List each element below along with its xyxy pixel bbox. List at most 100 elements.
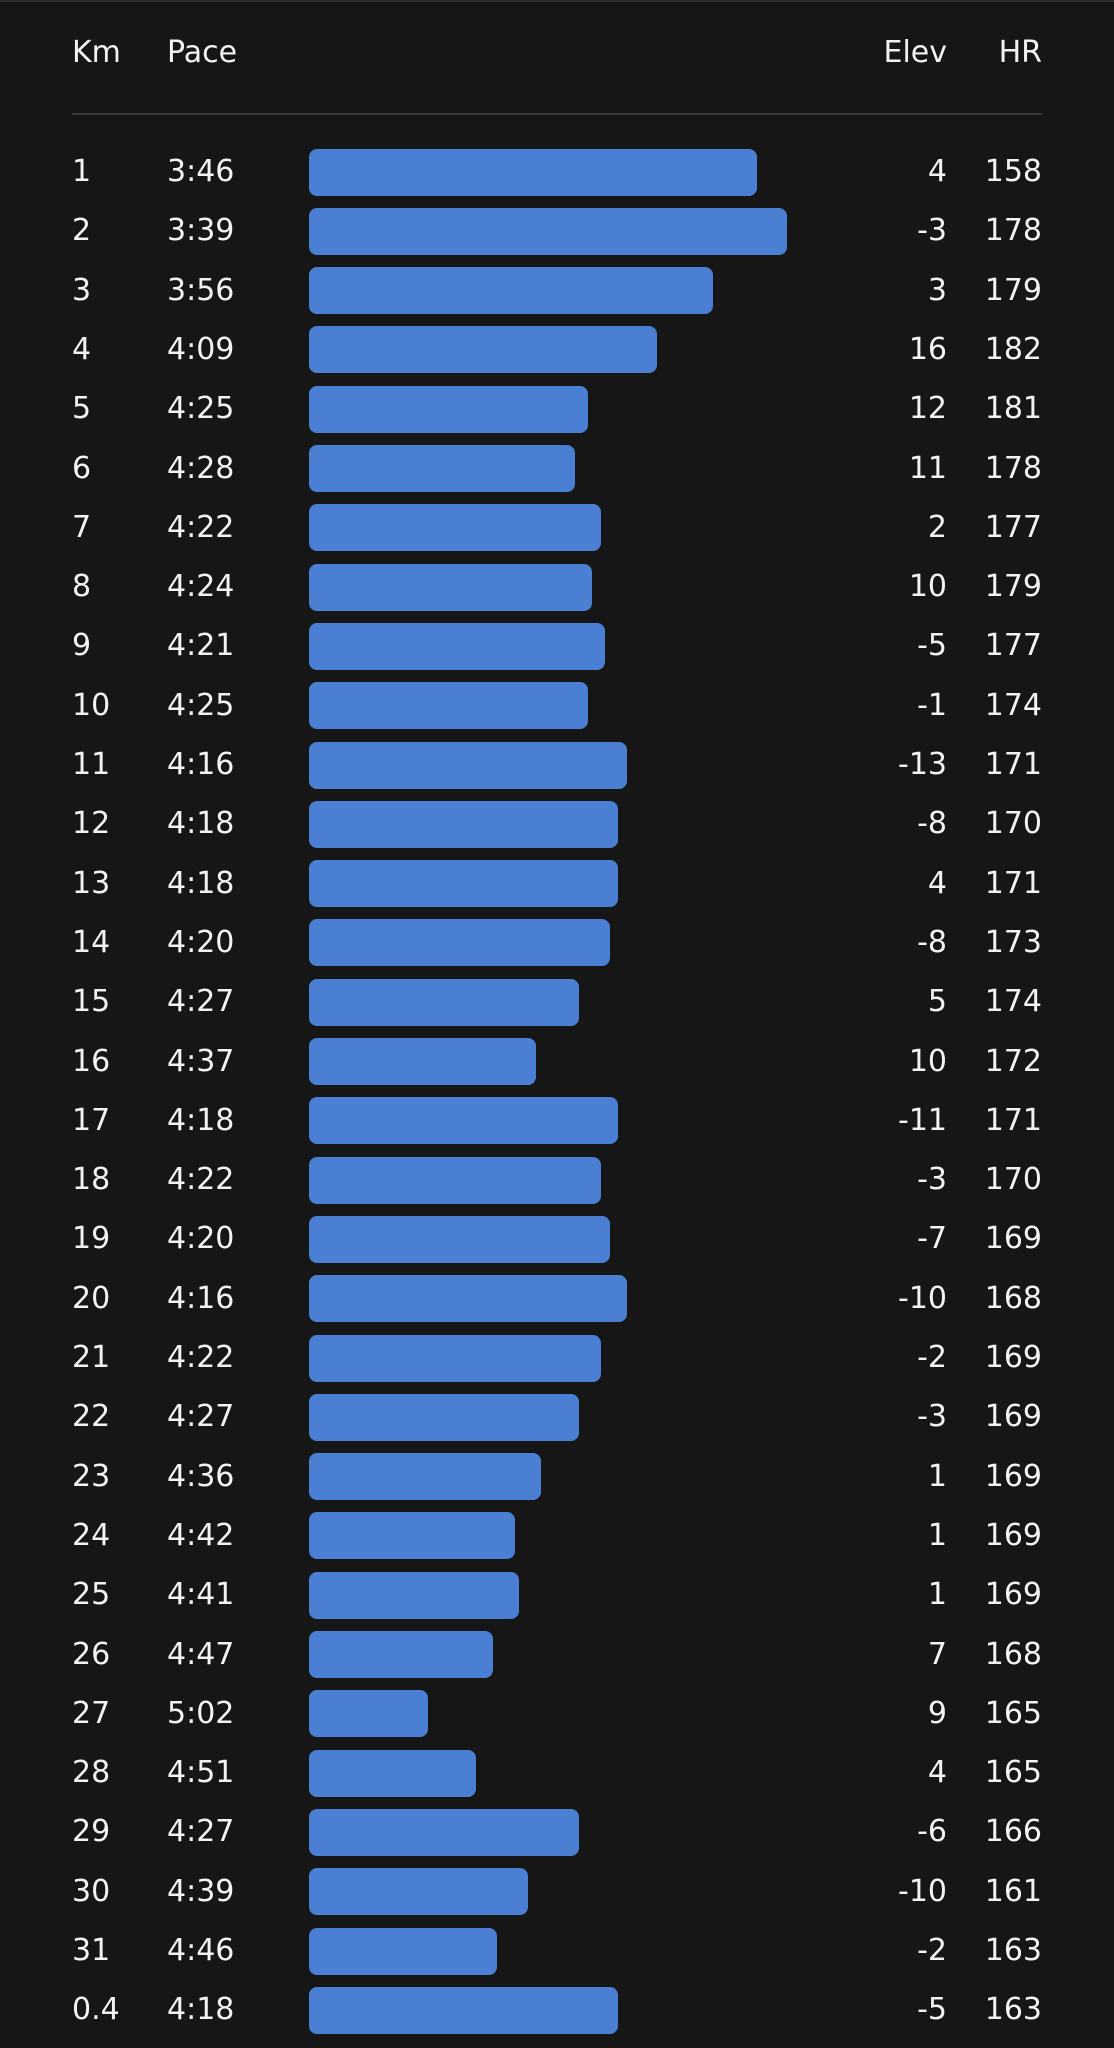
header-km: Km [72,35,121,70]
heart-rate: 158 [984,154,1042,189]
km: 26 [72,1636,111,1672]
pace-bar [309,978,580,1026]
pace: 4:18 [167,806,235,842]
pace: 4:22 [167,1162,235,1198]
pace-bar [309,1571,519,1619]
heart-rate: 169 [984,1221,1042,1257]
km: 19 [72,1221,111,1257]
pace-bar [309,682,589,730]
heart-rate: 178 [984,450,1042,486]
pace: 4:16 [167,747,235,782]
pace: 4:27 [167,1814,235,1850]
pace-bar [309,1690,429,1738]
pace: 4:42 [167,1517,235,1553]
pace-bar [309,919,610,967]
pace-bar [309,1868,528,1916]
km: 30 [72,1873,111,1909]
pace: 4:41 [167,1577,235,1613]
header-pace: Pace [167,35,238,70]
pace-bar [309,1631,494,1678]
pace: 4:28 [167,450,235,486]
elevation: -5 [917,1992,947,2028]
km: 20 [72,1280,111,1316]
pace: 4:22 [167,1340,235,1375]
km: 31 [72,1933,111,1968]
elevation: 1 [927,1577,947,1613]
pace: 4:16 [167,1280,235,1316]
km: 5 [72,391,92,427]
pace: 4:25 [167,687,235,723]
header-hr: HR [998,35,1042,70]
pace-bar [309,563,593,611]
pace-bar [309,445,576,492]
pace: 5:02 [167,1695,235,1731]
top-border [0,0,1114,2]
elevation: -8 [917,806,947,842]
elevation: -2 [917,1340,947,1375]
km: 9 [72,628,92,664]
heart-rate: 169 [984,1340,1042,1375]
pace-bar [309,1275,627,1323]
heart-rate: 163 [984,1933,1042,1968]
pace-bar [309,326,658,374]
heart-rate: 172 [984,1043,1042,1079]
km: 25 [72,1577,111,1613]
elevation: -3 [917,213,947,249]
pace: 4:24 [167,569,235,605]
km: 6 [72,450,92,486]
heart-rate: 178 [984,213,1042,249]
heart-rate: 169 [984,1577,1042,1613]
km: 23 [72,1458,111,1494]
pace-bar [309,1215,610,1263]
pace-bar [309,148,757,196]
km: 4 [72,331,92,367]
pace-bar [309,1393,580,1441]
elevation: -3 [917,1399,947,1435]
pace-bar [309,1749,476,1797]
pace-bar [309,800,619,848]
pace-bar [309,1512,515,1560]
km: 28 [72,1755,111,1791]
heart-rate: 173 [984,924,1042,960]
pace: 4:20 [167,1221,235,1257]
km: 24 [72,1517,111,1553]
heart-rate: 174 [984,687,1042,723]
pace: 3:46 [167,154,235,189]
pace-bar [309,1927,498,1975]
elevation: 4 [927,1755,947,1791]
heart-rate: 168 [984,1636,1042,1672]
pace-bar [309,1453,541,1501]
km: 15 [72,984,111,1020]
pace-bar [309,622,606,670]
pace: 4:39 [167,1873,235,1909]
heart-rate: 165 [984,1755,1042,1791]
pace-bar [309,267,714,315]
pace: 4:46 [167,1933,235,1968]
heart-rate: 179 [984,569,1042,605]
km: 7 [72,509,92,545]
heart-rate: 174 [984,984,1042,1020]
elevation: -5 [917,628,947,664]
elevation: -8 [917,924,947,960]
elevation: 2 [927,509,947,545]
heart-rate: 177 [984,628,1042,664]
km: 21 [72,1340,111,1375]
pace: 4:27 [167,1399,235,1435]
km: 3 [72,272,92,308]
pace-bar [309,741,627,789]
elevation: -6 [917,1814,947,1850]
elevation: 10 [908,1043,947,1079]
pace: 4:18 [167,865,235,901]
km: 2 [72,213,92,249]
pace: 4:09 [167,331,235,367]
elevation: 3 [927,272,947,308]
pace: 4:22 [167,509,235,545]
heart-rate: 171 [984,865,1042,901]
heart-rate: 169 [984,1458,1042,1494]
elevation: -10 [898,1280,947,1316]
elevation: 1 [927,1517,947,1553]
pace: 4:20 [167,924,235,960]
pace: 4:36 [167,1458,235,1494]
heart-rate: 163 [984,1992,1042,2028]
heart-rate: 179 [984,272,1042,308]
